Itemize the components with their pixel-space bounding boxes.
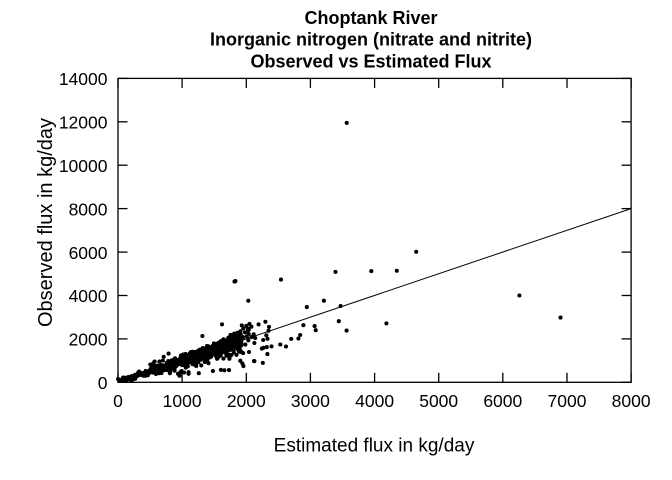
svg-text:14000: 14000 xyxy=(59,69,108,89)
svg-text:2000: 2000 xyxy=(227,391,266,411)
svg-text:8000: 8000 xyxy=(69,199,108,219)
svg-text:7000: 7000 xyxy=(548,391,587,411)
svg-text:5000: 5000 xyxy=(419,391,458,411)
svg-text:4000: 4000 xyxy=(69,286,108,306)
svg-text:8000: 8000 xyxy=(612,391,651,411)
svg-text:Observed vs Estimated Flux: Observed vs Estimated Flux xyxy=(250,52,491,72)
svg-text:0: 0 xyxy=(113,391,123,411)
svg-text:Choptank River: Choptank River xyxy=(304,8,437,28)
svg-text:0: 0 xyxy=(98,373,108,393)
svg-text:2000: 2000 xyxy=(69,330,108,350)
svg-text:6000: 6000 xyxy=(483,391,522,411)
svg-text:10000: 10000 xyxy=(59,156,108,176)
svg-text:4000: 4000 xyxy=(355,391,394,411)
svg-text:6000: 6000 xyxy=(69,243,108,263)
svg-text:12000: 12000 xyxy=(59,113,108,133)
svg-text:3000: 3000 xyxy=(291,391,330,411)
svg-text:1000: 1000 xyxy=(163,391,202,411)
svg-text:Inorganic nitrogen (nitrate an: Inorganic nitrogen (nitrate and nitrite) xyxy=(210,30,532,50)
svg-text:Estimated flux in kg/day: Estimated flux in kg/day xyxy=(274,435,475,456)
svg-text:Observed flux in kg/day: Observed flux in kg/day xyxy=(35,118,57,327)
